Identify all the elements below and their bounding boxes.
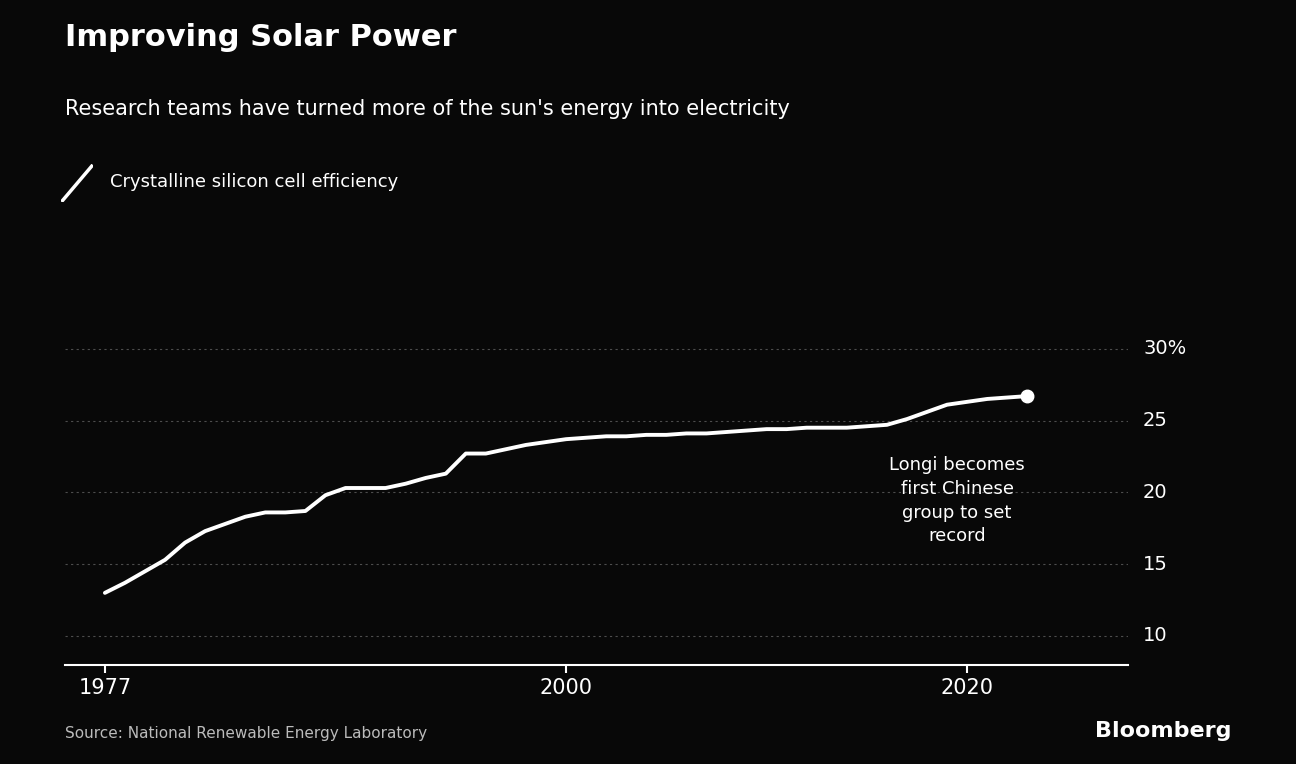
- Text: Longi becomes
first Chinese
group to set
record: Longi becomes first Chinese group to set…: [889, 456, 1025, 545]
- Text: Research teams have turned more of the sun's energy into electricity: Research teams have turned more of the s…: [65, 99, 789, 119]
- Text: 20: 20: [1143, 483, 1168, 502]
- Text: 15: 15: [1143, 555, 1168, 574]
- Text: 30%: 30%: [1143, 339, 1186, 358]
- Text: 10: 10: [1143, 626, 1168, 646]
- Text: Improving Solar Power: Improving Solar Power: [65, 23, 456, 52]
- Text: 25: 25: [1143, 411, 1168, 430]
- Text: Bloomberg: Bloomberg: [1095, 721, 1231, 741]
- Text: Crystalline silicon cell efficiency: Crystalline silicon cell efficiency: [110, 173, 398, 191]
- Text: Source: National Renewable Energy Laboratory: Source: National Renewable Energy Labora…: [65, 726, 426, 741]
